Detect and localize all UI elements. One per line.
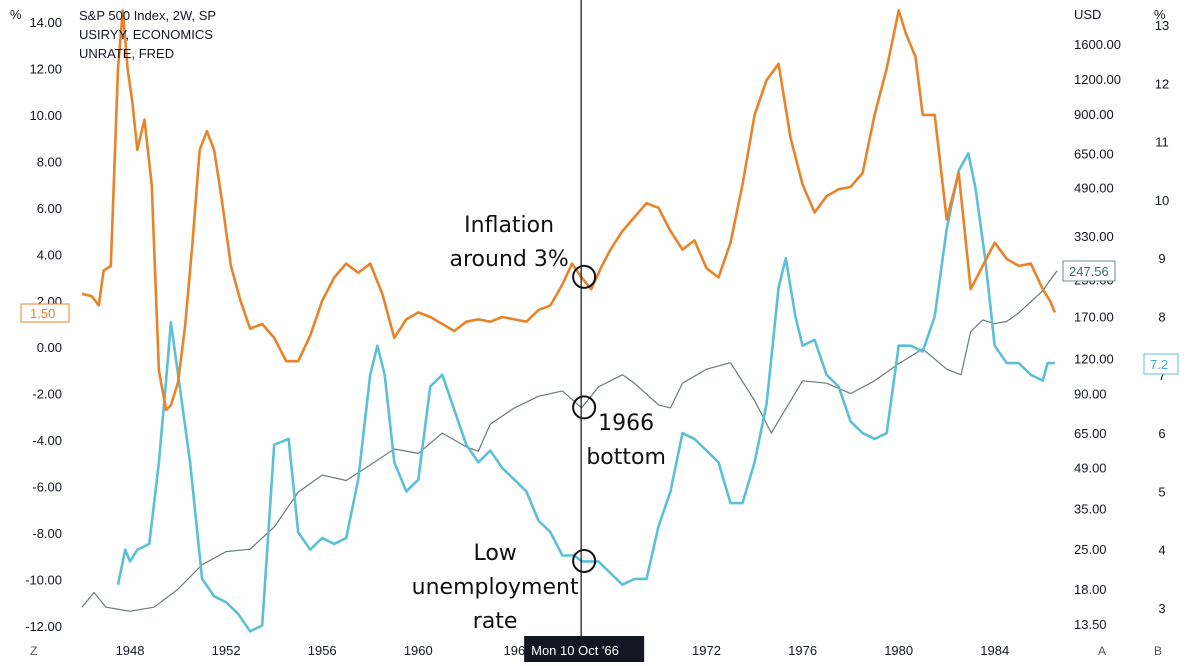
zoom-button[interactable]: Z [30, 644, 37, 658]
price-axis-tick: 13.50 [1074, 617, 1107, 632]
x-axis-tick: 1960 [404, 643, 433, 658]
x-axis-tick: 1952 [212, 643, 241, 658]
x-axis-tick: 1984 [980, 643, 1009, 658]
inflation-marker [572, 264, 597, 289]
unemployment-marker [572, 548, 597, 573]
annotation-unemployment-line: rate [473, 609, 518, 634]
right-axis-tick: 10 [1155, 193, 1169, 208]
price-axis-tick: 65.00 [1074, 426, 1107, 441]
annotation-bottom-line: 1966 [598, 411, 654, 436]
x-axis: 1948 1952 1956 1960 196 1972 1976 1980 1984 [116, 643, 1010, 658]
left-axis-tick: -2.00 [32, 387, 62, 402]
left-axis-tick: -4.00 [32, 433, 62, 448]
right-axis-tick: 12 [1155, 76, 1169, 91]
auto-scale-button[interactable]: A [1098, 644, 1106, 658]
annotation-bottom-line: bottom [586, 445, 666, 470]
sp500-last-value: 247.56 [1069, 264, 1109, 279]
annotations: Inflation around 3% 1966 bottom Low unemploym… [412, 213, 666, 634]
crosshair-date-text: Mon 10 Oct '66 [531, 643, 619, 658]
price-axis-tick: 900.00 [1074, 107, 1114, 122]
bottom-marker [572, 395, 597, 420]
inflation-line [81, 9, 1057, 412]
annotation-unemployment-line: unemployment [412, 575, 579, 600]
price-axis-tick: 35.00 [1074, 501, 1107, 516]
price-axis-tick: 1200.00 [1074, 72, 1121, 87]
left-axis-tick: 14.00 [29, 15, 62, 30]
right-axis: 13 12 11 10 9 8 7 6 5 4 3 [1155, 18, 1169, 616]
price-axis-tick: 49.00 [1074, 460, 1107, 475]
x-axis-tick: 1976 [788, 643, 817, 658]
annotation-inflation-line: Inflation [464, 213, 554, 238]
unemployment-line [116, 152, 1055, 633]
left-axis-tick: 6.00 [37, 201, 62, 216]
x-axis-tick: 1972 [692, 643, 721, 658]
left-axis-tick: -10.00 [25, 573, 62, 588]
left-axis-tick: 12.00 [29, 61, 62, 76]
right-axis-tick: 5 [1158, 484, 1165, 499]
left-axis-tick: -8.00 [32, 526, 62, 541]
x-axis-tick: 1956 [308, 643, 337, 658]
right-axis-tick: 7 [1158, 368, 1165, 383]
inflation-last-value: 1.50 [30, 306, 55, 321]
price-axis: 1600.001200.00900.00650.00490.00330.0023… [1074, 37, 1121, 632]
sp500-line [81, 270, 1058, 612]
left-axis-tick: 8.00 [37, 154, 62, 169]
left-axis-tick: 10.00 [29, 108, 62, 123]
price-axis-tick: 18.00 [1074, 582, 1107, 597]
right-axis-tick: 8 [1158, 310, 1165, 325]
left-axis-tick: -12.00 [25, 619, 62, 634]
right-axis-tick: 6 [1158, 426, 1165, 441]
right-axis-unit: % [1154, 7, 1166, 22]
annotation-unemployment-line: Low [473, 541, 516, 566]
x-axis-tick: 1948 [116, 643, 145, 658]
right-axis-tick: 11 [1155, 135, 1169, 150]
price-axis-tick: 490.00 [1074, 181, 1114, 196]
inflation-last-badge: 1.50 [20, 303, 70, 323]
right-scale-button[interactable]: B [1154, 644, 1162, 658]
price-axis-tick: 330.00 [1074, 229, 1114, 244]
x-axis-tick: 1980 [884, 643, 913, 658]
right-axis-tick: 9 [1158, 251, 1165, 266]
price-axis-tick: 650.00 [1074, 146, 1114, 161]
left-axis-tick: 4.00 [37, 247, 62, 262]
price-axis-unit: USD [1074, 7, 1101, 22]
legend-usiryy: USIRYY, ECONOMICS [79, 27, 213, 42]
price-axis-tick: 170.00 [1074, 309, 1114, 324]
x-axis-tick: 196 [504, 643, 526, 658]
price-axis-tick: 25.00 [1074, 542, 1107, 557]
left-axis: 14.0012.0010.008.006.004.002.000.00-2.00… [25, 15, 62, 634]
unrate-last-badge: 7.2 [1143, 353, 1179, 375]
crosshair-date-label: Mon 10 Oct '66 [524, 636, 645, 662]
legend-sp500: S&P 500 Index, 2W, SP [79, 8, 216, 23]
left-axis-tick: -6.00 [32, 480, 62, 495]
sp500-last-badge: 247.56 [1062, 260, 1116, 282]
left-axis-unit: % [10, 7, 22, 22]
right-axis-tick: 4 [1158, 543, 1165, 558]
legend: S&P 500 Index, 2W, SP USIRYY, ECONOMICS … [79, 8, 216, 61]
annotation-markers [572, 264, 597, 573]
right-axis-tick: 3 [1158, 601, 1165, 616]
unrate-last-value: 7.2 [1150, 357, 1168, 372]
annotation-inflation-line: around 3% [450, 247, 569, 272]
left-axis-tick: 0.00 [37, 340, 62, 355]
price-axis-tick: 1600.00 [1074, 37, 1121, 52]
legend-unrate: UNRATE, FRED [79, 46, 174, 61]
series-group [81, 9, 1058, 633]
right-axis-tick: 13 [1155, 18, 1169, 33]
price-axis-tick: 120.00 [1074, 352, 1114, 367]
price-axis-tick: 90.00 [1074, 387, 1107, 402]
